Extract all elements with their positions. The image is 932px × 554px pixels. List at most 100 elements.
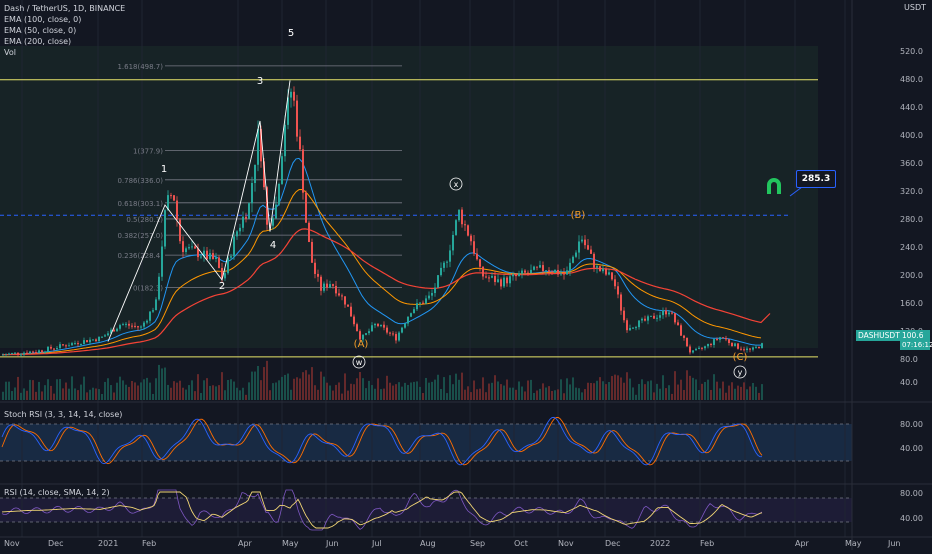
candle-body <box>551 271 553 273</box>
volume-bar <box>428 382 430 400</box>
volume-bar <box>527 380 529 400</box>
candle-body <box>359 331 361 340</box>
candle-body <box>131 325 133 327</box>
volume-bar <box>176 382 178 400</box>
volume-bar <box>563 393 565 400</box>
volume-bar <box>500 384 502 400</box>
candle-body <box>251 183 253 204</box>
price-callout[interactable]: 285.3 <box>796 170 836 188</box>
indicator-volume[interactable]: Vol <box>4 48 16 57</box>
candle-body <box>59 344 61 349</box>
volume-bar <box>35 391 37 400</box>
legend: Dash / TetherUS, 1D, BINANCE EMA (100, c… <box>4 3 125 58</box>
volume-bar <box>599 377 601 400</box>
candle-body <box>299 136 301 150</box>
volume-bar <box>677 384 679 400</box>
candle-body <box>587 245 589 250</box>
volume-bar <box>440 388 442 400</box>
volume-bar <box>251 371 253 400</box>
volume-bar <box>62 388 64 400</box>
candle-body <box>644 318 646 321</box>
candle-body <box>227 257 229 274</box>
volume-bar <box>248 382 250 400</box>
stoch-rsi-title[interactable]: Stoch RSI (3, 3, 14, 14, close) <box>4 410 123 419</box>
candle-body <box>599 266 601 272</box>
volume-bar <box>20 392 22 400</box>
rsi-sma-line <box>1 491 763 529</box>
candle-body <box>41 350 43 353</box>
volume-bar <box>692 377 694 400</box>
volume-bar <box>101 393 103 400</box>
fib-label: 1.618(498.7) <box>117 63 163 71</box>
bar-countdown: 07:16:12 <box>900 340 932 350</box>
candle-body <box>332 284 334 286</box>
candle-body <box>707 343 709 347</box>
volume-bar <box>737 385 739 400</box>
volume-bar <box>173 381 175 400</box>
volume-bar <box>422 393 424 400</box>
volume-bar <box>680 379 682 400</box>
volume-bar <box>716 381 718 400</box>
volume-bar <box>281 376 283 400</box>
candle-body <box>110 329 112 334</box>
indicator-ema50[interactable]: EMA (50, close, 0) <box>4 26 77 35</box>
price-range-zone <box>0 46 818 348</box>
candle-body <box>443 262 445 268</box>
volume-bar <box>290 389 292 400</box>
candle-body <box>365 333 367 335</box>
volume-bar <box>380 389 382 400</box>
symbol-title[interactable]: Dash / TetherUS, 1D, BINANCE <box>4 4 126 13</box>
magnet-icon[interactable] <box>767 178 781 194</box>
volume-bar <box>80 384 82 400</box>
candle-body <box>83 340 85 344</box>
volume-bar <box>740 386 742 400</box>
indicator-ema200[interactable]: EMA (200, close) <box>4 37 72 46</box>
impulse-wave-line <box>107 80 291 342</box>
volume-bar <box>446 393 448 400</box>
volume-bar <box>725 392 727 400</box>
candle-body <box>620 294 622 311</box>
candle-body <box>743 349 745 351</box>
price-tick: 40.0 <box>900 378 918 387</box>
candle-body <box>515 274 517 277</box>
candle-body <box>347 304 349 307</box>
candle-body <box>524 270 526 273</box>
volume-bar <box>653 392 655 400</box>
volume-bar <box>203 380 205 400</box>
candle-body <box>125 323 127 325</box>
candle-body <box>701 347 703 349</box>
volume-bar <box>275 382 277 400</box>
candle-body <box>53 348 55 350</box>
volume-bar <box>752 382 754 400</box>
volume-bar <box>110 385 112 400</box>
volume-bar <box>107 378 109 400</box>
candle-body <box>20 354 22 356</box>
candle-body <box>617 286 619 295</box>
wave-circle <box>449 177 463 191</box>
price-tick: 160.0 <box>900 299 923 308</box>
volume-bar <box>698 390 700 400</box>
rsi-title[interactable]: RSI (14, close, SMA, 14, 2) <box>4 488 110 497</box>
volume-bar <box>206 378 208 400</box>
volume-bar <box>626 372 628 400</box>
candle-body <box>431 293 433 296</box>
volume-bar <box>410 382 412 400</box>
candle-body <box>452 234 454 251</box>
indicator-ema100[interactable]: EMA (100, close, 0) <box>4 15 82 24</box>
candle-body <box>350 306 352 317</box>
volume-bar <box>92 387 94 400</box>
candle-body <box>626 320 628 331</box>
volume-bar <box>620 377 622 400</box>
volume-bar <box>53 393 55 400</box>
volume-bar <box>554 390 556 400</box>
candle-body <box>89 339 91 343</box>
volume-bar <box>710 389 712 400</box>
volume-bar <box>398 382 400 400</box>
volume-bar <box>299 378 301 400</box>
volume-bar <box>104 381 106 400</box>
candle-body <box>266 187 268 225</box>
candle-body <box>464 224 466 226</box>
candle-body <box>221 267 223 279</box>
